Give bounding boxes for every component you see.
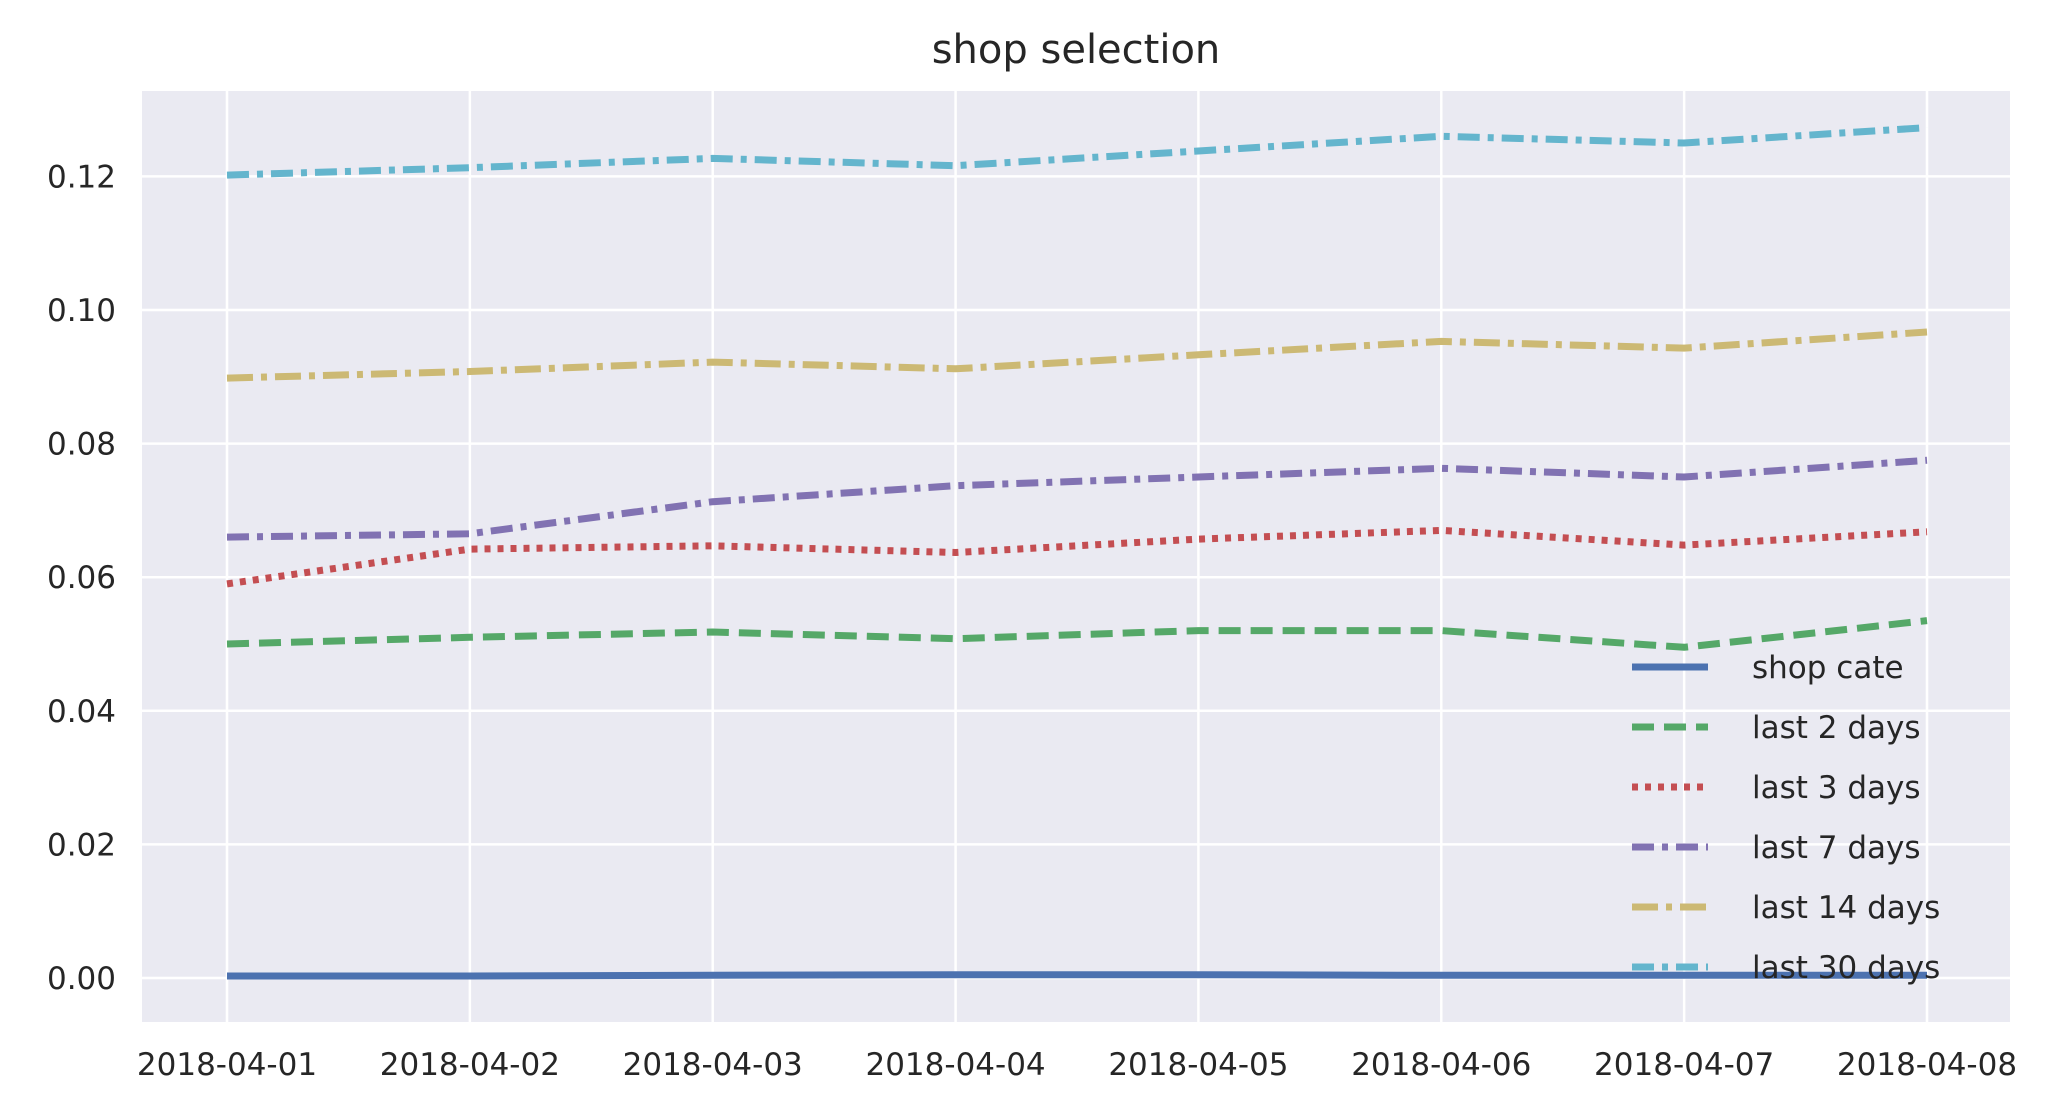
x-tick-label: 2018-04-07: [1594, 1047, 1774, 1083]
y-tick-label: 0.04: [47, 694, 116, 730]
x-tick-label: 2018-04-05: [1108, 1047, 1288, 1083]
x-tick-label: 2018-04-02: [380, 1047, 560, 1083]
series-line-1: [226, 617, 1928, 651]
legend-label: last 7 days: [1752, 830, 1921, 866]
series-line-4: [226, 328, 1928, 382]
y-tick-label: 0.10: [47, 293, 116, 329]
series-line-0: [227, 971, 1927, 980]
legend-label: last 2 days: [1752, 710, 1921, 746]
chart-title: shop selection: [932, 27, 1221, 73]
legend-label: last 14 days: [1752, 890, 1940, 926]
legend-label: shop cate: [1752, 650, 1904, 686]
series-lines: [226, 124, 1928, 980]
x-tick-label: 2018-04-06: [1351, 1047, 1531, 1083]
series-line-3: [226, 456, 1928, 541]
series-line-2: [226, 526, 1928, 588]
x-tick-label: 2018-04-04: [865, 1047, 1045, 1083]
x-tick-label: 2018-04-08: [1837, 1047, 2017, 1083]
y-tick-labels: 0.00 0.02 0.04 0.06 0.08 0.10 0.12: [47, 159, 116, 997]
legend-label: last 30 days: [1752, 950, 1940, 986]
legend-label: last 3 days: [1752, 770, 1921, 806]
x-tick-label: 2018-04-01: [137, 1047, 317, 1083]
y-tick-label: 0.08: [47, 427, 116, 463]
legend: shop cate last 2 days last 3 days last 7 da…: [1632, 650, 1940, 986]
y-tick-label: 0.06: [47, 560, 116, 596]
y-tick-label: 0.12: [47, 159, 116, 195]
x-tick-labels: 2018-04-01 2018-04-02 2018-04-03 2018-04-04…: [137, 1047, 2017, 1083]
x-tick-label: 2018-04-03: [623, 1047, 803, 1083]
y-tick-label: 0.02: [47, 827, 116, 863]
series-line-5: [226, 124, 1928, 179]
plot-area: [142, 91, 2010, 1022]
y-tick-label: 0.00: [47, 961, 116, 997]
